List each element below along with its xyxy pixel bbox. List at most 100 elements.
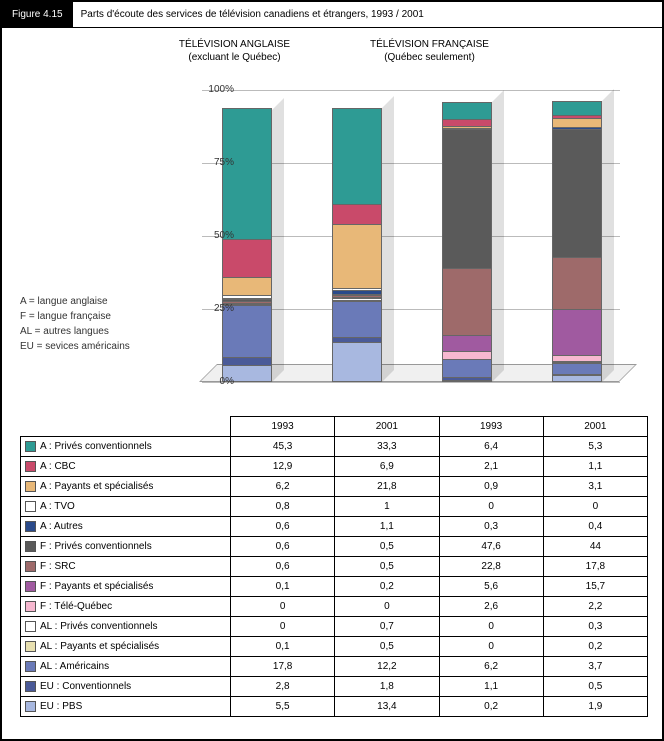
color-swatch — [25, 441, 36, 452]
value-cell: 1,1 — [439, 677, 543, 697]
value-cell: 6,9 — [335, 457, 439, 477]
table-year-header: 2001 — [335, 417, 439, 437]
color-swatch — [25, 681, 36, 692]
series-label-cell: EU : PBS — [21, 697, 231, 717]
chart-area: TÉLÉVISION ANGLAISE (excluant le Québec)… — [2, 28, 662, 414]
value-cell: 6,4 — [439, 437, 543, 457]
series-label-cell: A : Privés conventionnels — [21, 437, 231, 457]
y-axis-label: 100% — [184, 84, 234, 95]
value-cell: 1,1 — [335, 517, 439, 537]
value-cell: 2,2 — [543, 597, 647, 617]
bar-segment-a_pay — [332, 225, 382, 289]
value-cell: 15,7 — [543, 577, 647, 597]
value-cell: 0,1 — [231, 637, 335, 657]
figure-container: Figure 4.15 Parts d'écoute des services … — [0, 0, 664, 741]
table-row: A : Autres0,61,10,30,4 — [21, 517, 648, 537]
series-label-cell: A : CBC — [21, 457, 231, 477]
value-cell: 2,8 — [231, 677, 335, 697]
value-cell: 0 — [439, 497, 543, 517]
value-cell: 2,6 — [439, 597, 543, 617]
table-row: F : Télé-Québec002,62,2 — [21, 597, 648, 617]
group-header-english: TÉLÉVISION ANGLAISE (excluant le Québec) — [137, 38, 332, 64]
table-row: F : SRC0,60,522,817,8 — [21, 557, 648, 577]
bar-segment-f_pay — [552, 310, 602, 356]
value-cell: 1 — [335, 497, 439, 517]
table-year-header: 2001 — [543, 417, 647, 437]
stacked-bar — [552, 101, 602, 382]
series-label-cell: A : Autres — [21, 517, 231, 537]
table-row: A : TVO0,8100 — [21, 497, 648, 517]
value-cell: 0,1 — [231, 577, 335, 597]
color-swatch — [25, 541, 36, 552]
value-cell: 0 — [543, 497, 647, 517]
value-cell: 5,5 — [231, 697, 335, 717]
value-cell: 0,5 — [335, 537, 439, 557]
value-cell: 3,1 — [543, 477, 647, 497]
table-row: EU : PBS5,513,40,21,9 — [21, 697, 648, 717]
bar-segment-a_prives — [442, 102, 492, 121]
bar-segment-eu_conv — [222, 358, 272, 366]
value-cell: 0,5 — [543, 677, 647, 697]
value-cell: 0,2 — [439, 697, 543, 717]
value-cell: 0 — [231, 617, 335, 637]
y-axis-label: 25% — [184, 303, 234, 314]
series-label-cell: AL : Payants et spécialisés — [21, 637, 231, 657]
series-label-cell: F : Payants et spécialisés — [21, 577, 231, 597]
value-cell: 5,3 — [543, 437, 647, 457]
value-cell: 0,8 — [231, 497, 335, 517]
stacked-bar — [222, 108, 272, 382]
legend-note: F = langue française — [20, 309, 130, 324]
stacked-bar — [442, 102, 492, 382]
color-swatch — [25, 561, 36, 572]
color-swatch — [25, 621, 36, 632]
value-cell: 0,6 — [231, 517, 335, 537]
value-cell: 47,6 — [439, 537, 543, 557]
color-swatch — [25, 581, 36, 592]
bar-segment-al_amer — [332, 302, 382, 338]
value-cell: 3,7 — [543, 657, 647, 677]
value-cell: 12,9 — [231, 457, 335, 477]
color-swatch — [25, 601, 36, 612]
gridline — [202, 90, 620, 91]
table-year-header: 1993 — [439, 417, 543, 437]
value-cell: 0 — [231, 597, 335, 617]
value-cell: 44 — [543, 537, 647, 557]
value-cell: 1,9 — [543, 697, 647, 717]
bar-segment-eu_pbs — [442, 381, 492, 382]
table-header-row: 1993200119932001 — [21, 417, 648, 437]
value-cell: 0 — [439, 637, 543, 657]
series-label-cell: AL : Américains — [21, 657, 231, 677]
stacked-bar — [332, 108, 382, 383]
value-cell: 0,2 — [543, 637, 647, 657]
value-cell: 17,8 — [231, 657, 335, 677]
bar-segment-a_cbc — [332, 205, 382, 225]
table-row: AL : Payants et spécialisés0,10,500,2 — [21, 637, 648, 657]
series-label-cell: EU : Conventionnels — [21, 677, 231, 697]
group-header-line1: TÉLÉVISION ANGLAISE — [137, 38, 332, 51]
figure-number: Figure 4.15 — [2, 2, 73, 27]
value-cell: 0,3 — [439, 517, 543, 537]
series-label-cell: F : Privés conventionnels — [21, 537, 231, 557]
color-swatch — [25, 521, 36, 532]
title-bar: Figure 4.15 Parts d'écoute des services … — [2, 2, 662, 28]
bar-segment-eu_pbs — [332, 343, 382, 382]
gridline — [202, 382, 620, 383]
bar-segment-a_prives — [552, 101, 602, 116]
table-row: A : Privés conventionnels45,333,36,45,3 — [21, 437, 648, 457]
value-cell: 5,6 — [439, 577, 543, 597]
table-row: AL : Privés conventionnels00,700,3 — [21, 617, 648, 637]
value-cell: 0,9 — [439, 477, 543, 497]
value-cell: 6,2 — [231, 477, 335, 497]
color-swatch — [25, 461, 36, 472]
bar-segment-f_prives — [442, 130, 492, 269]
group-header-french: TÉLÉVISION FRANÇAISE (Québec seulement) — [332, 38, 527, 64]
table-row: A : CBC12,96,92,11,1 — [21, 457, 648, 477]
color-swatch — [25, 481, 36, 492]
group-header-line2: (Québec seulement) — [332, 51, 527, 64]
bar-segment-f_tq — [442, 352, 492, 360]
value-cell: 21,8 — [335, 477, 439, 497]
color-swatch — [25, 641, 36, 652]
group-header-line1: TÉLÉVISION FRANÇAISE — [332, 38, 527, 51]
value-cell: 0,6 — [231, 537, 335, 557]
bar-segment-a_pay — [552, 119, 602, 128]
